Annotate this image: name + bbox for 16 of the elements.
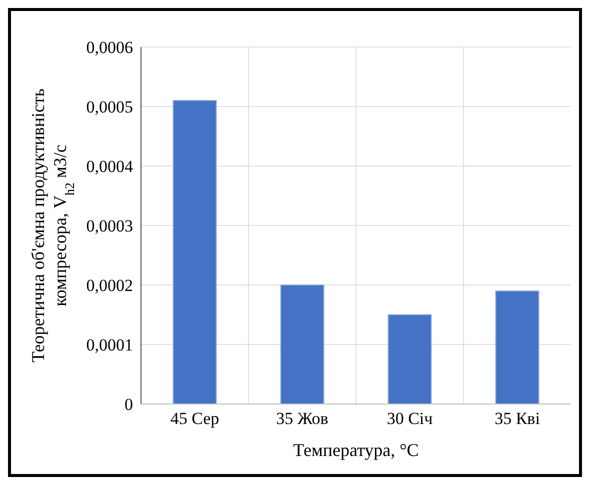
y-tick-label: 0,0001 (86, 336, 133, 355)
x-tick-label: 35 Жов (276, 409, 328, 428)
x-tick-label: 45 Сер (170, 409, 220, 428)
y-tick-label: 0,0004 (86, 157, 134, 176)
y-tick-label: 0,0006 (86, 38, 133, 58)
x-tick-label: 35 Кві (494, 409, 540, 428)
y-tick-label: 0,0005 (86, 98, 133, 117)
bar (172, 100, 217, 404)
y-tick-label: 0 (124, 395, 133, 414)
bar (388, 314, 432, 404)
y-tick-label: 0,0002 (86, 276, 133, 296)
x-tick-label: 30 Січ (386, 409, 434, 428)
bar (495, 290, 540, 404)
y-tick-label: 0,0003 (86, 216, 133, 236)
x-axis-title: Температура, °C (293, 440, 419, 460)
bar (280, 284, 324, 404)
